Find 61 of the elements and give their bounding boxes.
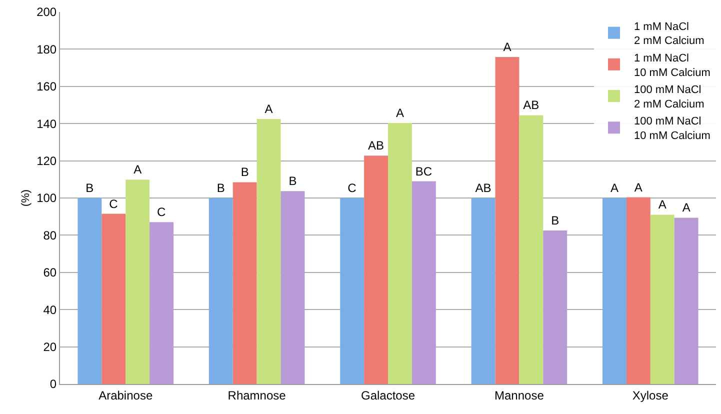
y-tick-label: 140 bbox=[36, 116, 57, 131]
bar bbox=[602, 198, 626, 384]
bar bbox=[208, 198, 233, 384]
y-tick-label: 40 bbox=[43, 302, 57, 317]
legend-label: 100 mM NaCl 10 mM Calcium bbox=[634, 116, 710, 142]
bar bbox=[232, 182, 257, 384]
bar bbox=[150, 222, 174, 384]
bar bbox=[102, 214, 126, 384]
data-label: A bbox=[264, 102, 273, 116]
x-tick-label: Galactose bbox=[360, 388, 416, 402]
y-tick-label: 0 bbox=[50, 377, 57, 392]
bar bbox=[280, 191, 305, 384]
x-tick-label: Arabinose bbox=[98, 388, 153, 402]
y-tick-label: 60 bbox=[43, 266, 57, 280]
data-label: A bbox=[503, 40, 512, 54]
bar bbox=[388, 123, 412, 384]
bar bbox=[78, 198, 102, 384]
data-label: C bbox=[157, 205, 166, 220]
data-label: B bbox=[288, 174, 297, 188]
legend-label: 1 mM NaCl 10 mM Calcium bbox=[634, 52, 710, 79]
bar bbox=[543, 230, 568, 384]
bar bbox=[364, 156, 388, 384]
data-label: C bbox=[109, 196, 118, 211]
y-tick-label: 100 bbox=[36, 191, 57, 206]
data-label: A bbox=[134, 162, 142, 177]
legend-label: 1 mM NaCl 2 mM Calcium bbox=[634, 20, 704, 48]
bar bbox=[495, 57, 520, 384]
data-label: B bbox=[216, 181, 225, 195]
data-label: AB bbox=[475, 181, 492, 195]
y-tick-label: 120 bbox=[36, 154, 57, 168]
data-label: B bbox=[86, 181, 94, 195]
bar bbox=[126, 180, 150, 384]
data-label: AB bbox=[368, 138, 384, 153]
x-tick-label: Mannose bbox=[494, 388, 544, 402]
bar bbox=[256, 118, 281, 384]
x-tick-label: Xylose bbox=[632, 388, 669, 402]
data-label: B bbox=[551, 214, 560, 228]
data-label: C bbox=[348, 181, 357, 195]
x-tick-label: Rhamnose bbox=[228, 388, 286, 402]
bar bbox=[412, 181, 436, 384]
bar bbox=[340, 198, 364, 384]
data-label: BC bbox=[415, 164, 432, 178]
bar bbox=[626, 197, 650, 384]
y-tick-label: 20 bbox=[43, 340, 57, 354]
y-axis-title: (%) bbox=[20, 189, 32, 207]
data-label: A bbox=[610, 181, 618, 195]
y-tick-label: 180 bbox=[36, 42, 57, 56]
bar bbox=[471, 198, 496, 384]
legend-label: 100 mM NaCl 2 mM Calcium bbox=[634, 84, 704, 110]
data-label: AB bbox=[523, 98, 540, 112]
data-label: A bbox=[634, 180, 642, 194]
bar bbox=[519, 115, 544, 384]
bar bbox=[650, 214, 674, 384]
bar bbox=[674, 218, 698, 384]
y-tick-label: 80 bbox=[43, 228, 57, 242]
data-label: A bbox=[658, 198, 666, 212]
data-label: A bbox=[682, 200, 690, 215]
data-label: B bbox=[240, 165, 249, 180]
y-tick-label: 160 bbox=[36, 80, 57, 94]
y-tick-label: 200 bbox=[36, 5, 57, 20]
data-label: A bbox=[396, 106, 404, 120]
